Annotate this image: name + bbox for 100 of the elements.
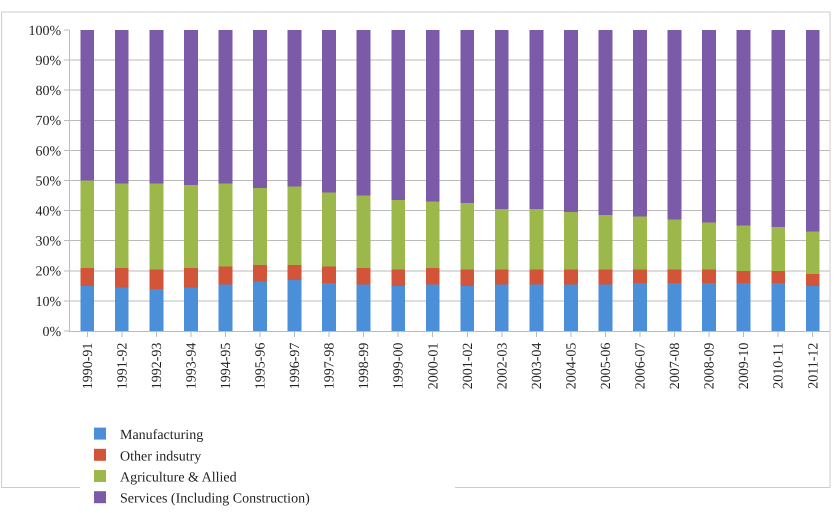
bar: [426, 30, 440, 202]
bar: [322, 282, 336, 331]
bar: [529, 209, 544, 270]
bar: [702, 222, 716, 270]
y-tick-label: 50%: [36, 174, 62, 190]
bar: [460, 286, 474, 331]
bar: [529, 30, 544, 210]
bar: [806, 286, 820, 331]
x-tick-label: 1995-96: [254, 342, 269, 390]
bar: [218, 184, 232, 266]
legend-label: Manufacturing: [120, 428, 204, 444]
legend-label: Other indsutry: [120, 449, 202, 464]
bar: [288, 30, 302, 187]
bar: [668, 220, 682, 270]
bar: [633, 269, 647, 283]
x-tick-label: 2002-03: [495, 342, 510, 390]
bar: [356, 30, 371, 196]
x-tick-label: 1994-95: [219, 342, 234, 390]
bar: [564, 212, 578, 270]
bar: [494, 269, 509, 284]
bar: [702, 30, 716, 223]
x-tick-label: 1996-97: [288, 342, 304, 390]
y-tick-label: 40%: [36, 204, 62, 220]
bar: [529, 284, 544, 331]
x-tick-label: 2007-08: [668, 342, 684, 390]
bar: [598, 284, 612, 331]
bar: [633, 30, 647, 217]
legend-label: Agriculture & Allied: [120, 470, 237, 486]
x-tick-label: 2011-12: [806, 342, 822, 389]
bar: [218, 266, 232, 284]
x-tick-label: 1992-93: [150, 342, 165, 390]
bar: [460, 30, 474, 204]
bar: [218, 30, 232, 184]
bar: [564, 284, 578, 331]
bar: [218, 284, 232, 331]
bar: [391, 200, 406, 270]
bar: [460, 269, 474, 286]
bar: [736, 270, 751, 283]
bar: [598, 30, 612, 216]
x-tick-label: 2009-10: [737, 342, 752, 390]
bar: [184, 30, 198, 186]
x-tick-label: 1999-00: [392, 342, 407, 390]
x-tick-label: 1993-94: [184, 342, 200, 390]
bar: [80, 30, 94, 180]
x-tick-label: 2008-09: [702, 342, 718, 390]
y-tick-label: 90%: [36, 54, 62, 69]
bar: [771, 282, 786, 331]
x-tick-label: 2000-01: [426, 342, 442, 390]
bar: [288, 186, 302, 265]
x-tick-label: 1998-99: [357, 342, 372, 390]
bar: [598, 215, 612, 270]
bar: [426, 284, 440, 331]
bar: [391, 286, 406, 331]
bar: [391, 269, 406, 286]
bar: [494, 284, 509, 331]
bar: [736, 30, 751, 226]
bar: [806, 274, 820, 286]
bar: [806, 30, 820, 232]
bar: [184, 268, 198, 288]
y-tick-label: 10%: [36, 294, 62, 310]
bar: [633, 282, 647, 331]
y-tick-label: 20%: [36, 264, 62, 280]
bar: [149, 288, 164, 331]
x-tick-label: 2005-06: [599, 342, 614, 390]
y-tick-label: 0%: [42, 324, 62, 340]
bar: [668, 30, 682, 220]
y-tick-label: 100%: [28, 24, 62, 39]
bar: [702, 282, 716, 331]
bar: [736, 282, 751, 331]
bar: [114, 268, 129, 288]
bar: [184, 287, 198, 331]
bar: [356, 284, 371, 331]
bar: [80, 286, 94, 331]
x-tick-label: 2003-04: [530, 342, 545, 390]
bar: [80, 180, 94, 268]
x-tick-label: 1990-91: [80, 342, 96, 390]
bar: [149, 184, 164, 270]
y-tick-label: 70%: [36, 114, 62, 130]
bar: [702, 269, 716, 283]
x-tick-label: 2006-07: [634, 342, 649, 390]
bar: [253, 30, 267, 188]
bar: [426, 202, 440, 268]
bar: [114, 184, 129, 268]
x-tick-label: 2001-02: [460, 342, 476, 390]
bar: [771, 30, 786, 228]
x-tick-label: 1997-98: [322, 342, 338, 390]
bar: [598, 269, 612, 284]
bar: [529, 269, 544, 284]
bar: [668, 282, 682, 331]
bar: [494, 30, 509, 210]
bar: [288, 264, 302, 280]
bar: [460, 203, 474, 270]
bar: [253, 188, 267, 265]
bar: [288, 280, 302, 331]
bar: [391, 30, 406, 200]
bar: [80, 268, 94, 286]
bar: [564, 269, 578, 284]
bar: [356, 196, 371, 268]
bar: [771, 227, 786, 271]
bar: [114, 287, 129, 331]
